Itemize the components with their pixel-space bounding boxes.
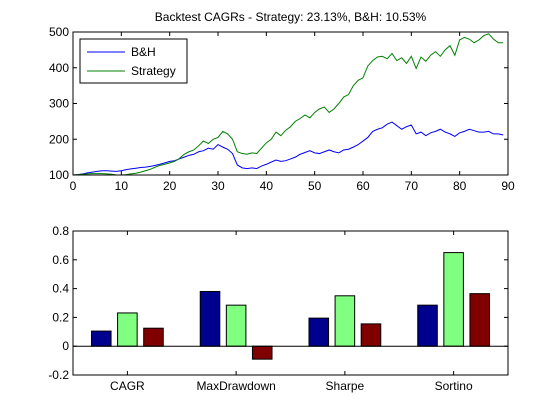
- bar-cagr-series-3: [143, 327, 164, 347]
- line-chart: Backtest CAGRs - Strategy: 23.13%, B&H: …: [49, 10, 515, 193]
- x-tick-label: 60: [356, 179, 370, 193]
- line-chart-title: Backtest CAGRs - Strategy: 23.13%, B&H: …: [155, 10, 427, 24]
- y-tick-label: 500: [49, 25, 69, 39]
- bar-maxdrawdown-series-1: [199, 290, 221, 347]
- bar-y-tick-label: -0.2: [48, 368, 69, 382]
- bar-sharpe-series-2: [334, 295, 356, 347]
- bar-y-tick-label: 0: [62, 339, 69, 353]
- bar-sharpe-series-3: [360, 323, 382, 347]
- category-label: Sharpe: [326, 379, 365, 393]
- bar-y-tick-label: 0.4: [52, 282, 69, 296]
- bar-y-tick-label: 0.2: [52, 310, 69, 324]
- bar-cagr-series-1: [90, 330, 112, 347]
- bar-sortino-series-1: [417, 304, 438, 347]
- bar-sortino-series-2: [443, 252, 464, 347]
- bar-y-tick-label: 0.6: [52, 253, 69, 267]
- category-label: MaxDrawdown: [196, 379, 275, 393]
- y-tick-label: 400: [49, 61, 69, 75]
- y-tick-label: 100: [49, 168, 69, 182]
- bar-cagr-series-2: [117, 312, 138, 347]
- legend: B&H Strategy: [79, 38, 188, 84]
- x-tick-label: 90: [501, 179, 515, 193]
- x-tick-label: 70: [405, 179, 419, 193]
- bar-ticks-layer: CAGR MaxDrawdown Sharpe Sortino -0.2 0 0.2 0.4 0…: [48, 224, 508, 393]
- x-tick-label: 40: [260, 179, 274, 193]
- bar-series-layer: [90, 252, 491, 360]
- legend-box: [79, 38, 188, 84]
- series-line-strategy: [72, 33, 504, 176]
- category-label: CAGR: [110, 379, 145, 393]
- line-plot-frame: [72, 31, 509, 176]
- bar-maxdrawdown-series-3: [251, 345, 273, 360]
- line-ticks-layer: 0 10 20 30 40 50 60 70 80 90 100 200 300 400 500: [49, 25, 515, 193]
- y-tick-label: 300: [49, 97, 69, 111]
- x-tick-label: 20: [163, 179, 177, 193]
- x-tick-label: 50: [308, 179, 322, 193]
- category-label: Sortino: [435, 379, 473, 393]
- bar-chart: CAGR MaxDrawdown Sharpe Sortino -0.2 0 0.2 0.4 0…: [48, 224, 509, 393]
- y-tick-label: 200: [49, 132, 69, 146]
- bar-plot-area: [73, 231, 508, 375]
- line-series-layer: [72, 33, 504, 176]
- bar-y-tick-label: 0.8: [52, 224, 69, 238]
- x-tick-label: 80: [453, 179, 467, 193]
- x-tick-label: 30: [211, 179, 225, 193]
- bar-sharpe-series-1: [308, 317, 330, 347]
- series-line-b-h: [72, 121, 504, 176]
- legend-label-strategy: Strategy: [131, 64, 176, 78]
- bar-sortino-series-3: [469, 293, 491, 347]
- bar-maxdrawdown-series-2: [225, 304, 247, 347]
- legend-label-bh: B&H: [131, 45, 156, 59]
- x-tick-label: 10: [115, 179, 129, 193]
- x-tick-label: 0: [70, 179, 77, 193]
- bar-plot-frame: [72, 230, 509, 376]
